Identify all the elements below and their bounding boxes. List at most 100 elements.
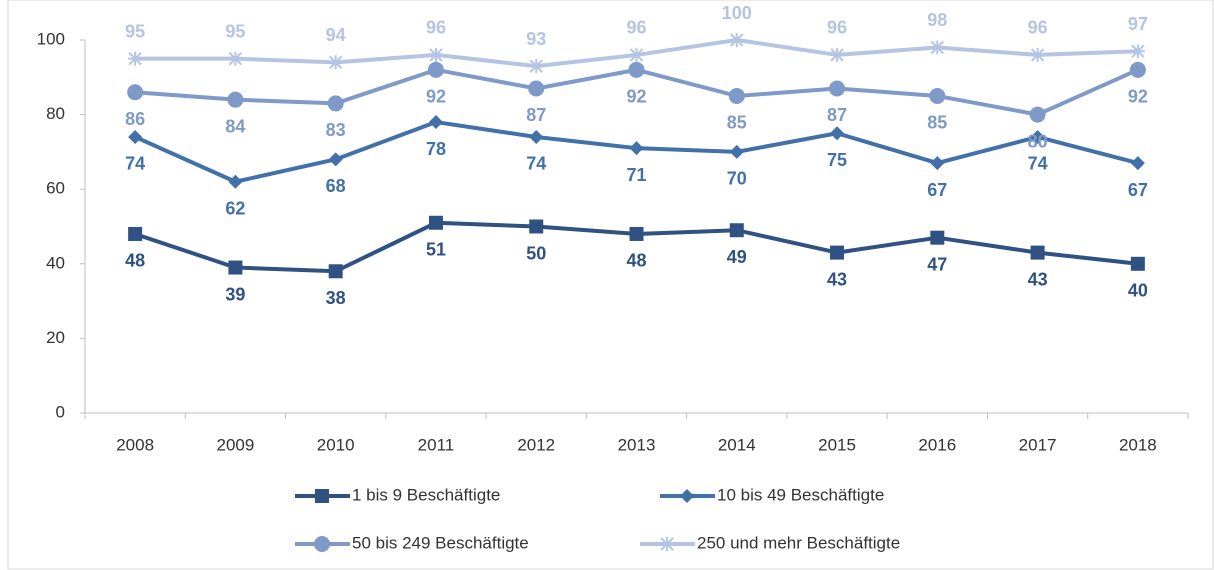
x-tick-label: 2009	[216, 435, 254, 454]
marker	[1030, 245, 1045, 260]
marker	[628, 61, 645, 78]
y-tick-label: 20	[46, 328, 65, 347]
x-tick-label: 2013	[618, 435, 656, 454]
x-tick-label: 2015	[818, 435, 856, 454]
marker	[228, 174, 243, 189]
marker	[128, 226, 143, 241]
data-label: 96	[426, 18, 446, 38]
marker	[930, 40, 945, 55]
data-label: 78	[426, 139, 446, 159]
marker	[528, 80, 545, 97]
marker	[1030, 47, 1045, 62]
data-label: 38	[326, 288, 346, 308]
marker	[629, 226, 644, 241]
data-label: 67	[927, 180, 947, 200]
data-label: 75	[827, 150, 847, 170]
marker	[427, 61, 444, 78]
marker	[128, 51, 143, 66]
data-label: 74	[526, 154, 546, 174]
data-label: 100	[722, 3, 752, 23]
data-label: 96	[1028, 18, 1048, 38]
marker	[1030, 129, 1045, 144]
data-label: 85	[727, 113, 747, 133]
marker	[729, 33, 744, 47]
marker	[930, 230, 945, 245]
marker	[227, 91, 244, 108]
data-label: 83	[326, 120, 346, 140]
data-label: 51	[426, 240, 446, 260]
marker	[328, 152, 343, 167]
data-label: 93	[526, 29, 546, 49]
marker	[629, 141, 644, 156]
x-tick-label: 2008	[116, 435, 154, 454]
data-label: 39	[225, 284, 245, 304]
data-label: 49	[727, 247, 747, 267]
marker	[830, 126, 845, 141]
data-label: 80	[1028, 131, 1048, 151]
y-tick-label: 60	[46, 179, 65, 198]
marker	[315, 489, 329, 503]
data-label: 92	[426, 87, 446, 107]
data-label: 70	[727, 169, 747, 189]
data-label: 92	[626, 87, 646, 107]
data-label: 95	[225, 21, 245, 41]
marker	[1029, 106, 1046, 123]
marker	[328, 55, 343, 70]
x-tick-label: 2017	[1019, 435, 1057, 454]
data-label: 87	[827, 105, 847, 125]
marker	[327, 95, 344, 112]
marker	[829, 80, 846, 97]
marker	[228, 51, 243, 66]
legend-label: 50 bis 249 Beschäftigte	[352, 533, 529, 552]
data-label: 47	[927, 254, 947, 274]
marker	[830, 47, 845, 62]
data-label: 74	[125, 154, 145, 174]
data-label: 43	[827, 269, 847, 289]
marker	[660, 537, 674, 551]
data-label: 96	[827, 18, 847, 38]
data-label: 71	[626, 165, 646, 185]
data-label: 92	[1128, 87, 1148, 107]
marker	[314, 536, 330, 552]
marker	[1130, 256, 1145, 271]
marker	[929, 87, 946, 104]
x-tick-label: 2016	[918, 435, 956, 454]
data-label: 68	[326, 176, 346, 196]
marker	[680, 489, 694, 503]
data-label: 87	[526, 105, 546, 125]
marker	[529, 59, 544, 74]
marker	[1130, 156, 1145, 171]
marker	[529, 129, 544, 144]
marker	[729, 223, 744, 238]
x-tick-label: 2011	[418, 435, 455, 454]
marker	[128, 129, 143, 144]
data-label: 97	[1128, 14, 1148, 34]
data-label: 95	[125, 21, 145, 41]
marker	[729, 144, 744, 159]
marker	[428, 215, 443, 230]
legend-label: 1 bis 9 Beschäftigte	[352, 485, 500, 504]
marker	[428, 47, 443, 62]
marker	[728, 87, 745, 104]
x-tick-label: 2012	[517, 435, 555, 454]
chart-frame	[7, 0, 1214, 570]
legend-label: 250 und mehr Beschäftigte	[697, 533, 900, 552]
data-label: 48	[125, 251, 145, 271]
data-label: 94	[326, 25, 346, 45]
marker	[629, 47, 644, 62]
marker	[830, 245, 845, 260]
y-tick-label: 100	[37, 29, 65, 48]
data-label: 96	[626, 18, 646, 38]
x-tick-label: 2018	[1119, 435, 1157, 454]
marker	[930, 156, 945, 171]
y-tick-label: 0	[56, 402, 65, 421]
data-label: 86	[125, 109, 145, 129]
data-label: 84	[225, 116, 245, 136]
data-label: 67	[1128, 180, 1148, 200]
marker	[529, 219, 544, 234]
data-label: 40	[1128, 281, 1148, 301]
marker	[328, 264, 343, 279]
legend-label: 10 bis 49 Beschäftigte	[717, 485, 884, 504]
data-label: 62	[225, 198, 245, 218]
